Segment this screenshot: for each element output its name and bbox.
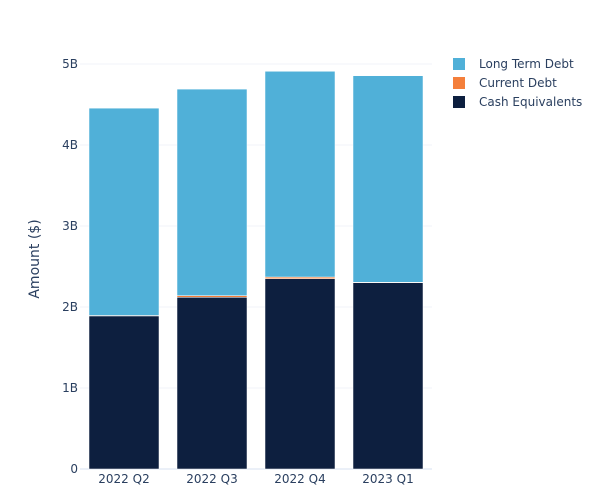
bar-long-term-debt[interactable]	[88, 107, 160, 316]
bar-long-term-debt[interactable]	[264, 71, 336, 278]
x-axis-ticks: 2022 Q2 2022 Q3 2022 Q4 2023 Q1	[98, 472, 413, 486]
legend-label: Long Term Debt	[479, 57, 574, 71]
y-tick-label: 0	[70, 462, 78, 476]
legend-item[interactable]: Cash Equivalents	[453, 95, 582, 109]
y-tick-label: 1B	[62, 381, 78, 395]
bar-long-term-debt[interactable]	[176, 88, 248, 296]
x-tick-label: 2022 Q2	[98, 472, 149, 486]
legend-swatch	[453, 77, 465, 89]
bar-cash-equivalents[interactable]	[352, 282, 424, 470]
bar-cash-equivalents[interactable]	[88, 315, 160, 470]
y-tick-label: 4B	[62, 138, 78, 152]
y-axis-title: Amount ($)	[27, 219, 43, 298]
legend-label: Current Debt	[479, 76, 557, 90]
legend-label: Cash Equivalents	[479, 95, 582, 109]
legend[interactable]: Long Term Debt Current Debt Cash Equivalen…	[453, 57, 582, 109]
legend-swatch	[453, 96, 465, 108]
y-tick-label: 2B	[62, 300, 78, 314]
x-tick-label: 2023 Q1	[362, 472, 413, 486]
x-tick-label: 2022 Q3	[186, 472, 237, 486]
legend-item[interactable]: Current Debt	[453, 76, 557, 90]
x-tick-label: 2022 Q4	[274, 472, 325, 486]
y-tick-label: 3B	[62, 219, 78, 233]
y-tick-label: 5B	[62, 57, 78, 71]
bars	[88, 71, 424, 470]
legend-item[interactable]: Long Term Debt	[453, 57, 574, 71]
bar-long-term-debt[interactable]	[352, 75, 424, 283]
bar-cash-equivalents[interactable]	[264, 278, 336, 470]
y-axis-ticks: 0 1B 2B 3B 4B 5B	[62, 57, 78, 476]
legend-swatch	[453, 58, 465, 70]
bar-cash-equivalents[interactable]	[176, 297, 248, 470]
